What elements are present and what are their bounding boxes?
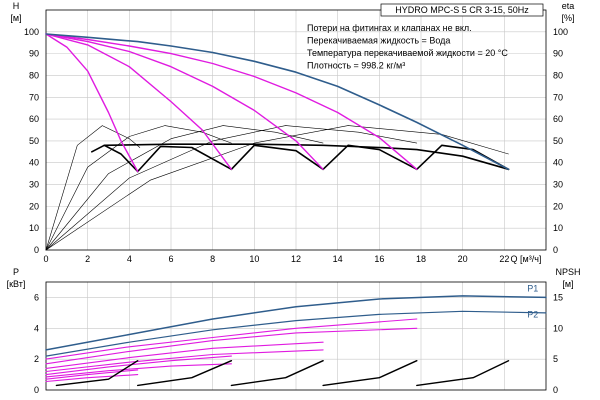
head-y-tick-label-left: 80 bbox=[29, 70, 39, 80]
head-y-tick-label-left: 30 bbox=[29, 180, 39, 190]
npsh-y-tick-label: 0 bbox=[553, 385, 558, 395]
head-y-tick-label-right: 50 bbox=[553, 136, 563, 146]
power-curve-label-p2: P2 bbox=[527, 309, 538, 319]
head-x-tick-label: 10 bbox=[249, 254, 259, 264]
head-x-tick-label: 16 bbox=[374, 254, 384, 264]
head-y-tick-label-left: 100 bbox=[24, 27, 39, 37]
head-x-tick-label: 14 bbox=[333, 254, 343, 264]
head-y-tick-label-right: 70 bbox=[553, 92, 563, 102]
chart-note: Плотность = 998.2 кг/м³ bbox=[307, 61, 405, 71]
npsh-y-tick-label: 15 bbox=[553, 292, 563, 302]
head-x-tick-label: 4 bbox=[127, 254, 132, 264]
head-plot-frame bbox=[45, 9, 547, 251]
head-y-tick-label-left: 10 bbox=[29, 223, 39, 233]
npsh-y-tick-label: 10 bbox=[553, 323, 563, 333]
eta-y-axis-label: eta bbox=[562, 1, 575, 11]
power-series-speed_power-4 bbox=[45, 341, 324, 369]
head-series-eff-14 bbox=[45, 125, 418, 251]
power-plot-frame bbox=[45, 281, 547, 391]
head-series-duty-6 bbox=[136, 145, 233, 173]
head-x-tick-label: 18 bbox=[416, 254, 426, 264]
power-y-tick-label: 4 bbox=[34, 323, 39, 333]
head-y-tick-label-left: 20 bbox=[29, 201, 39, 211]
head-series-speed-1 bbox=[45, 33, 139, 173]
head-y-tick-label-right: 40 bbox=[553, 158, 563, 168]
power-series-npsh-11 bbox=[137, 360, 233, 387]
title-box bbox=[380, 3, 544, 17]
head-y-axis-unit: [м] bbox=[10, 13, 21, 23]
head-y-tick-label-right: 10 bbox=[553, 223, 563, 233]
head-y-tick-label-right: 60 bbox=[553, 114, 563, 124]
head-y-tick-label-right: 100 bbox=[553, 27, 568, 37]
power-series-speed_power-7 bbox=[45, 363, 232, 378]
head-x-axis-label: Q [м³/ч] bbox=[511, 254, 542, 264]
head-y-tick-label-left: 40 bbox=[29, 158, 39, 168]
head-series-eff-11 bbox=[45, 125, 141, 251]
head-series-eff-15 bbox=[45, 125, 509, 251]
head-y-tick-label-left: 0 bbox=[34, 245, 39, 255]
head-series-duty-5 bbox=[91, 144, 139, 173]
head-y-tick-label-right: 80 bbox=[553, 70, 563, 80]
power-npsh-plot: 0 0 2 5 4 10 6 15 P [кВт] NPSH [м] P1 P2 bbox=[7, 267, 581, 395]
head-series-speed-4 bbox=[45, 33, 418, 170]
power-series-speed_power-2 bbox=[45, 318, 418, 360]
head-y-tick-label-right: 90 bbox=[553, 49, 563, 59]
power-series-speed_power-9 bbox=[45, 374, 139, 383]
power-curve-label-p1: P1 bbox=[527, 283, 538, 293]
chart-note: Потери на фитингах и клапанах не вкл. bbox=[307, 23, 472, 33]
head-x-tick-label: 12 bbox=[291, 254, 301, 264]
head-x-tick-label: 0 bbox=[43, 254, 48, 264]
power-y-axis-label: P bbox=[13, 267, 19, 277]
head-series-eff-12 bbox=[45, 125, 232, 251]
head-series-duty-7 bbox=[230, 144, 324, 171]
head-series-speed-2 bbox=[45, 33, 233, 170]
head-series-eff-13 bbox=[45, 125, 324, 251]
head-series-speed-3 bbox=[45, 33, 324, 170]
head-y-tick-label-right: 20 bbox=[553, 201, 563, 211]
npsh-y-tick-label: 5 bbox=[553, 354, 558, 364]
head-y-tick-label-right: 0 bbox=[553, 245, 558, 255]
power-series-npsh-14 bbox=[416, 360, 510, 387]
power-y-tick-label: 0 bbox=[34, 385, 39, 395]
npsh-y-axis-label: NPSH bbox=[555, 267, 580, 277]
power-y-tick-label: 6 bbox=[34, 292, 39, 302]
chart-note: Перекачиваемая жидкость = Вода bbox=[307, 36, 450, 46]
head-y-tick-label-left: 70 bbox=[29, 92, 39, 102]
chart-note: Температура перекачиваемой жидкости = 20… bbox=[307, 48, 508, 58]
power-series-p2-1 bbox=[45, 310, 547, 357]
head-series-duty-10 bbox=[103, 143, 510, 171]
head-x-tick-label: 8 bbox=[210, 254, 215, 264]
eta-y-axis-unit: [%] bbox=[561, 13, 574, 23]
power-y-tick-label: 2 bbox=[34, 354, 39, 364]
power-series-npsh-13 bbox=[322, 360, 418, 387]
power-series-speed_power-3 bbox=[45, 327, 418, 365]
power-series-npsh-10 bbox=[55, 360, 139, 387]
head-y-tick-label-left: 50 bbox=[29, 136, 39, 146]
power-y-axis-unit: [кВт] bbox=[7, 279, 26, 289]
npsh-y-axis-unit: [м] bbox=[562, 279, 573, 289]
head-x-tick-label: 6 bbox=[168, 254, 173, 264]
power-series-speed_power-5 bbox=[45, 349, 324, 373]
head-x-tick-label: 20 bbox=[458, 254, 468, 264]
head-y-tick-label-left: 60 bbox=[29, 114, 39, 124]
chart-title: HYDRO MPC-S 5 CR 3-15, 50Hz bbox=[395, 5, 529, 15]
power-series-npsh-12 bbox=[230, 360, 324, 387]
power-series-p1-0 bbox=[45, 295, 547, 351]
head-series-max-0 bbox=[45, 33, 510, 171]
head-y-tick-label-left: 90 bbox=[29, 49, 39, 59]
head-y-axis-label: H bbox=[13, 1, 20, 11]
head-y-tick-label-right: 30 bbox=[553, 180, 563, 190]
power-series-speed_power-6 bbox=[45, 355, 232, 376]
head-x-tick-label: 22 bbox=[499, 254, 509, 264]
head-x-tick-label: 2 bbox=[85, 254, 90, 264]
